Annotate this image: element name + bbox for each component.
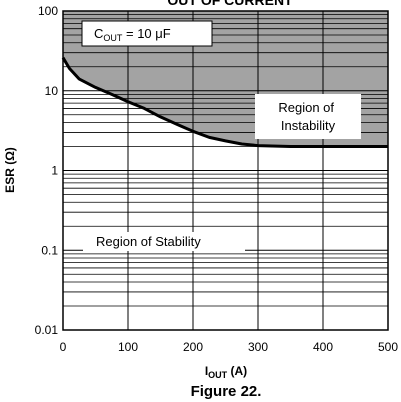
instability-label-line2: Instability <box>281 118 336 133</box>
x-tick-label: 100 <box>118 340 138 354</box>
x-axis-label-unit: (A) <box>227 364 247 378</box>
figure-caption: Figure 22. <box>191 383 262 400</box>
x-tick-label: 0 <box>60 340 67 354</box>
x-tick-label: 300 <box>248 340 268 354</box>
vertical-gridlines <box>127 11 324 330</box>
y-tick-labels: 0.01 0.1 1 10 100 <box>35 4 59 337</box>
cout-c: C <box>94 26 103 41</box>
cout-label-box <box>81 20 213 47</box>
cout-value: = 10 μF <box>122 26 170 41</box>
x-tick-label: 500 <box>378 340 398 354</box>
cout-subscript: OUT <box>103 33 123 43</box>
y-tick-label: 100 <box>38 4 58 18</box>
x-axis-label: IOUT (A) <box>205 364 247 380</box>
x-tick-label: 200 <box>183 340 203 354</box>
y-tick-label: 10 <box>45 84 59 98</box>
x-tick-labels: 0 100 200 300 400 500 <box>60 340 399 354</box>
y-tick-label: 0.01 <box>35 323 59 337</box>
y-tick-label: 1 <box>51 164 58 178</box>
instability-label: Region of Instability <box>278 100 337 133</box>
plot-frame <box>62 10 389 331</box>
y-axis-label: ESR (Ω) <box>3 147 17 193</box>
cout-label: COUT = 10 μF <box>94 26 171 43</box>
stability-label: Region of Stability <box>96 234 201 249</box>
x-tick-label: 400 <box>313 340 333 354</box>
chart-title: OUT OF CURRENT <box>167 0 293 8</box>
x-axis-label-main: I <box>205 364 208 378</box>
esr-boundary-curve <box>61 56 388 148</box>
x-axis-label-sub: OUT <box>208 370 228 380</box>
instability-label-box <box>255 94 361 139</box>
instability-label-line1: Region of <box>278 100 334 115</box>
stability-label-bg <box>83 232 245 251</box>
y-tick-label: 0.1 <box>41 243 58 257</box>
